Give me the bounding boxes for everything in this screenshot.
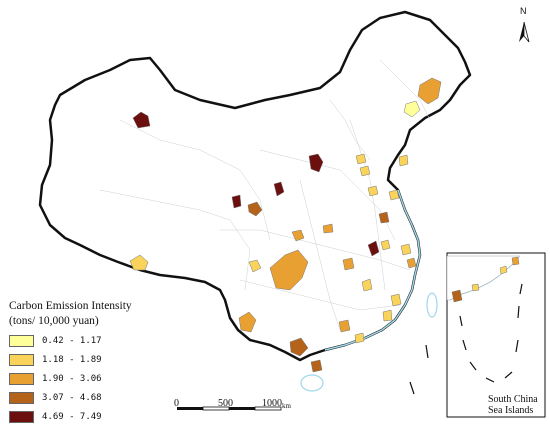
city-tianjin (359, 165, 371, 177)
city-urumqi (132, 111, 151, 129)
inset-label-line2: Sea Islands (488, 405, 534, 416)
city-yinchuan (308, 153, 324, 173)
city-nanjing (378, 211, 390, 224)
legend-unit: (tons/ 10,000 yuan) (9, 315, 99, 327)
city-chengdu (248, 259, 262, 273)
city-fuzhou (390, 293, 402, 307)
city-xiamen (382, 309, 393, 322)
city-nanning (289, 337, 309, 357)
city-guangzhou (338, 319, 351, 333)
scale-tick-0: 0 (174, 398, 179, 409)
inset-region-3 (499, 265, 508, 275)
city-nanchang (361, 278, 373, 292)
city-beijing (355, 153, 367, 165)
legend-title: Carbon Emission Intensity (9, 300, 132, 312)
legend: 0.42 - 1.17 1.18 - 1.89 1.90 - 3.06 3.07… (9, 331, 102, 426)
legend-swatch (9, 372, 34, 385)
inset-label-line1: South China (488, 394, 538, 405)
city-hefei (380, 239, 391, 251)
city-xian (291, 229, 305, 242)
city-xining (231, 194, 242, 209)
city-shanghai (400, 243, 412, 256)
city-lanzhou (247, 201, 263, 217)
legend-label: 3.07 - 4.68 (42, 392, 102, 403)
city-chongqing (269, 249, 309, 291)
city-qingdao (388, 189, 400, 201)
legend-swatch (9, 334, 34, 347)
scale-tick-500: 500 (218, 398, 233, 409)
legend-item: 0.42 - 1.17 (9, 331, 102, 350)
legend-swatch (9, 410, 34, 423)
inset-region-4 (511, 256, 520, 266)
city-changsha (342, 257, 355, 271)
legend-label: 0.42 - 1.17 (42, 335, 102, 346)
inset-region-2 (471, 283, 480, 292)
legend-item: 4.69 - 7.49 (9, 407, 102, 426)
scale-tick-1000: 1000 (262, 398, 282, 409)
legend-item: 1.90 - 3.06 (9, 369, 102, 388)
city-jinan (367, 185, 379, 197)
inset-dashes (459, 283, 523, 383)
north-arrow-icon (519, 21, 530, 43)
inset-region-1 (451, 289, 463, 303)
city-hangzhou (406, 257, 417, 269)
hainan-island (300, 374, 324, 392)
taiwan-island (426, 292, 438, 318)
legend-label: 1.90 - 3.06 (42, 373, 102, 384)
scale-unit: km (282, 402, 291, 410)
city-harbin (417, 77, 442, 105)
legend-swatch (9, 391, 34, 404)
legend-swatch (9, 353, 34, 366)
city-lasa (129, 254, 149, 271)
city-zhengzhou (322, 223, 334, 234)
legend-label: 4.69 - 7.49 (42, 411, 102, 422)
legend-item: 1.18 - 1.89 (9, 350, 102, 369)
legend-item: 3.07 - 4.68 (9, 388, 102, 407)
city-changchun (403, 100, 421, 118)
city-regions (129, 77, 442, 373)
city-dalian (398, 154, 409, 167)
city-haikou (310, 359, 323, 373)
city-jiuquan (273, 181, 285, 197)
inset-label: South China Sea Islands (488, 394, 538, 416)
legend-label: 1.18 - 1.89 (42, 354, 102, 365)
city-wuhan (367, 240, 380, 257)
city-shenzhen (354, 332, 365, 344)
city-kunming (238, 311, 257, 333)
scs-dashes (409, 344, 429, 395)
scale-bar (177, 406, 282, 411)
coastline (324, 189, 421, 351)
north-label: N (520, 6, 527, 16)
